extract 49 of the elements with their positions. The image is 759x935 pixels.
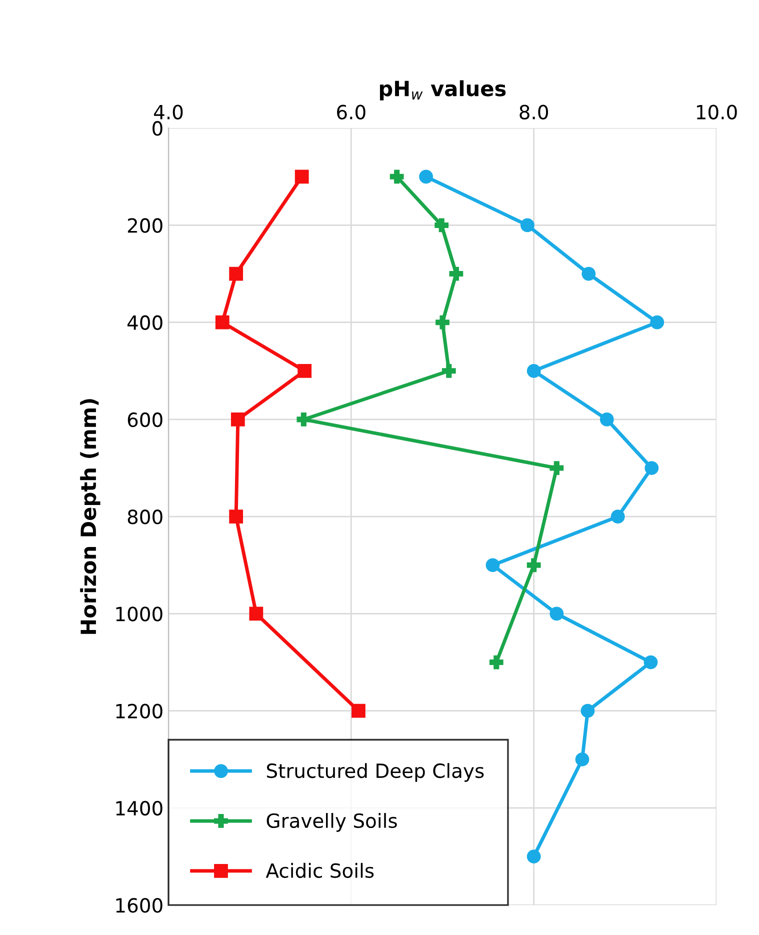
point — [644, 655, 658, 670]
y-tick-label: 200 — [128, 218, 162, 233]
point — [582, 266, 596, 281]
point — [249, 606, 264, 621]
point — [550, 606, 564, 621]
y-tick-label: 600 — [128, 412, 162, 428]
point — [486, 558, 500, 572]
point — [644, 461, 659, 475]
point — [610, 510, 625, 524]
point — [526, 364, 541, 378]
point — [390, 170, 404, 184]
point — [489, 655, 504, 670]
y-tick-label: 1200 — [116, 704, 162, 718]
point — [215, 315, 230, 330]
point — [294, 170, 309, 184]
point — [419, 170, 433, 184]
point — [526, 558, 541, 572]
x-tick-label: 6.0 — [337, 104, 366, 120]
x-axis-title: pH$_{w}$ values — [380, 80, 506, 100]
point — [229, 266, 244, 281]
point — [520, 218, 534, 232]
point — [230, 412, 245, 426]
y-tick-label: 0 — [152, 121, 162, 136]
point — [526, 850, 541, 864]
y-tick-label: 800 — [128, 510, 162, 524]
point — [229, 510, 244, 524]
point — [550, 461, 564, 475]
point — [296, 412, 311, 426]
point — [434, 218, 449, 232]
x-tick-label: 10.0 — [696, 104, 737, 120]
y-tick-label: 1600 — [116, 898, 162, 913]
point — [352, 704, 366, 718]
legend-label: Acidic Soils — [266, 862, 374, 878]
y-tick-label: 400 — [127, 315, 162, 330]
point — [575, 752, 590, 766]
point — [442, 364, 456, 378]
y-tick-label: 1400 — [116, 800, 162, 816]
x-tick-label: 8.0 — [520, 104, 548, 120]
point — [449, 266, 464, 281]
point — [298, 364, 312, 378]
point — [600, 412, 614, 426]
point — [580, 704, 595, 718]
x-tick-label: 4.0 — [154, 104, 183, 120]
legend-label: Structured Deep Clays — [267, 763, 484, 782]
point — [436, 315, 450, 330]
point — [650, 315, 664, 330]
y-axis-title: Horizon Depth (mm) — [80, 399, 100, 634]
legend-label: Gravelly Soils — [266, 813, 397, 832]
y-tick-label: 1000 — [116, 606, 162, 622]
